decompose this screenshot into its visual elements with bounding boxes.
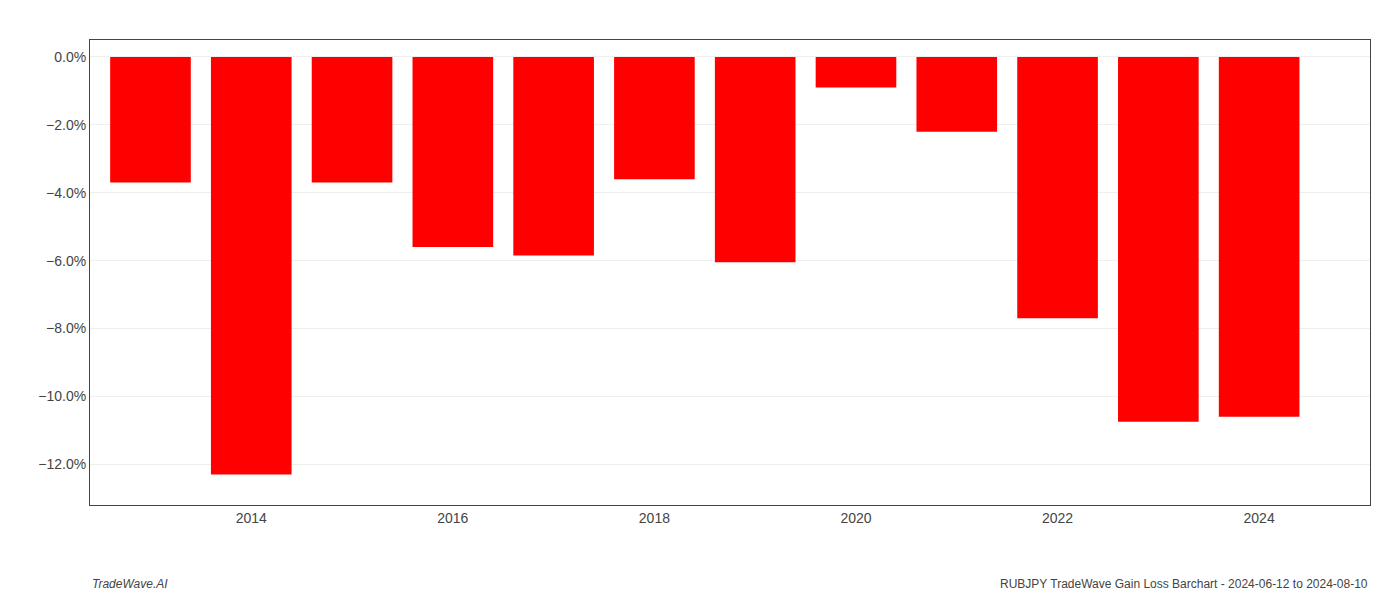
svg-text:−2.0%: −2.0%	[46, 117, 86, 133]
svg-text:−8.0%: −8.0%	[46, 320, 86, 336]
svg-text:−4.0%: −4.0%	[46, 185, 86, 201]
svg-text:TradeWave.AI: TradeWave.AI	[92, 577, 168, 591]
svg-text:0.0%: 0.0%	[54, 49, 86, 65]
svg-text:2020: 2020	[840, 510, 871, 526]
svg-text:2022: 2022	[1042, 510, 1073, 526]
svg-text:2024: 2024	[1244, 510, 1275, 526]
svg-text:2018: 2018	[639, 510, 670, 526]
svg-text:−10.0%: −10.0%	[38, 388, 86, 404]
svg-text:2016: 2016	[437, 510, 468, 526]
svg-text:−12.0%: −12.0%	[38, 456, 86, 472]
svg-text:2014: 2014	[236, 510, 267, 526]
svg-text:RUBJPY TradeWave Gain Loss Bar: RUBJPY TradeWave Gain Loss Barchart - 20…	[1000, 577, 1368, 591]
svg-text:−6.0%: −6.0%	[46, 253, 86, 269]
